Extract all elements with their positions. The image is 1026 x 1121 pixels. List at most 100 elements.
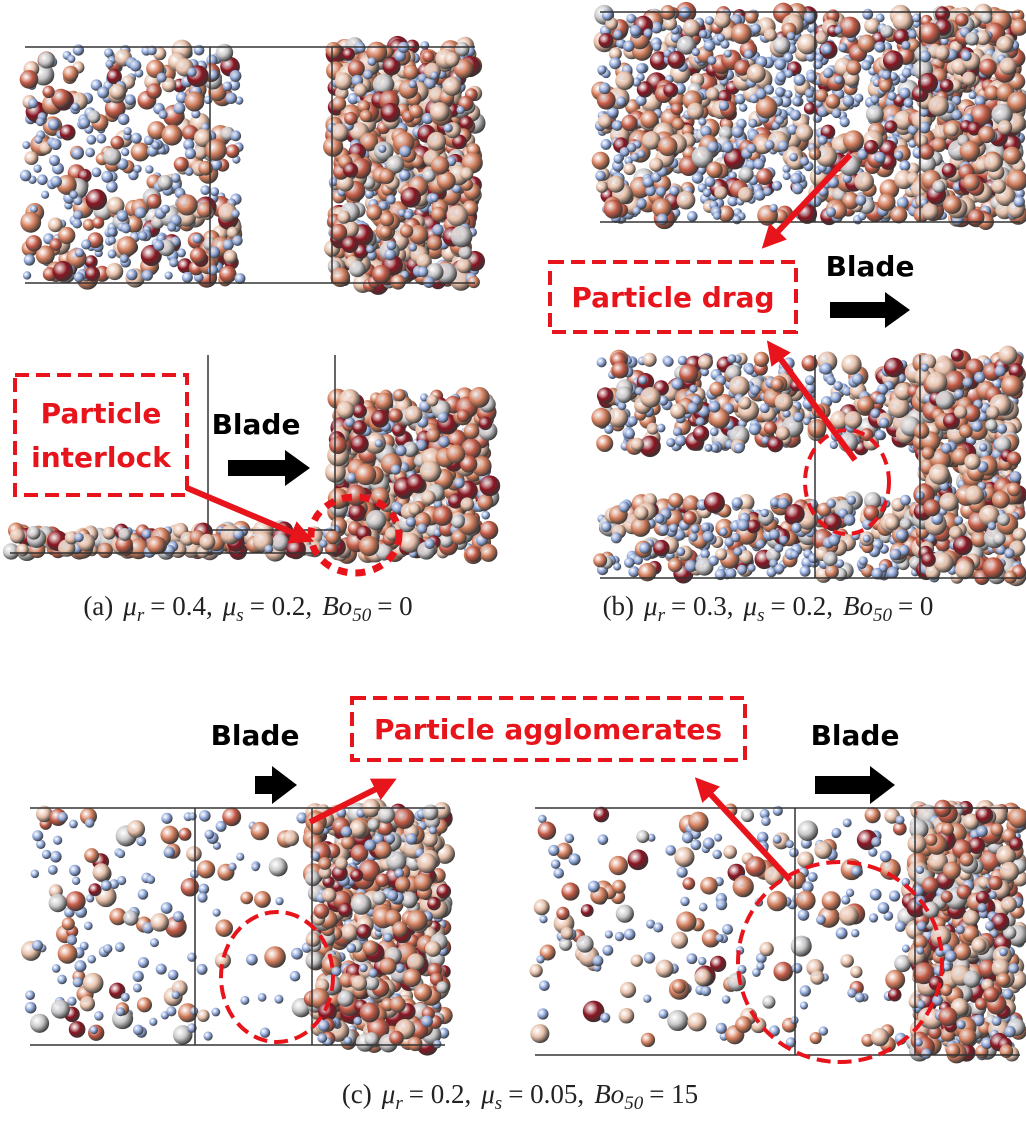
- particle: [157, 175, 172, 190]
- particle: [116, 1007, 125, 1016]
- particle: [381, 103, 401, 123]
- particle: [71, 103, 79, 111]
- particle: [446, 444, 465, 463]
- particle: [197, 860, 215, 878]
- particle: [778, 140, 789, 151]
- particle: [74, 533, 84, 543]
- particle: [843, 95, 855, 107]
- particle: [787, 32, 795, 40]
- particle: [404, 211, 413, 220]
- particle: [108, 250, 117, 259]
- particle: [337, 990, 353, 1006]
- particle: [117, 876, 126, 885]
- particle: [380, 212, 394, 226]
- particle: [615, 71, 634, 90]
- particle: [619, 501, 630, 512]
- particle: [421, 490, 435, 504]
- particle: [672, 118, 684, 130]
- particle: [593, 553, 607, 567]
- particle: [775, 393, 793, 411]
- particle: [152, 141, 160, 149]
- particle: [960, 141, 980, 161]
- particle: [103, 527, 116, 540]
- particle: [50, 851, 62, 863]
- particle: [1007, 482, 1021, 496]
- particle: [992, 491, 1010, 509]
- particle: [172, 991, 180, 999]
- particle: [481, 511, 490, 520]
- particle: [691, 524, 700, 533]
- particle: [961, 51, 972, 62]
- particle: [859, 556, 868, 565]
- particle: [923, 499, 940, 516]
- particle: [714, 186, 727, 199]
- particle: [687, 103, 704, 120]
- particle: [747, 64, 766, 83]
- particle: [166, 1006, 176, 1016]
- particle: [900, 495, 911, 506]
- particle: [791, 523, 801, 533]
- particle: [342, 48, 355, 61]
- particle: [826, 499, 836, 509]
- particle: [639, 376, 648, 385]
- particle: [379, 226, 392, 239]
- particle: [426, 428, 440, 442]
- particle: [878, 193, 896, 211]
- particle: [861, 60, 871, 70]
- particle: [136, 836, 146, 846]
- particle: [127, 820, 145, 838]
- particle: [643, 353, 657, 367]
- particle: [687, 403, 698, 414]
- particle: [904, 98, 914, 108]
- particle: [131, 133, 142, 144]
- particle: [456, 258, 472, 274]
- particle: [200, 185, 210, 195]
- particle: [883, 50, 903, 70]
- particle: [704, 40, 716, 52]
- particle: [604, 200, 623, 219]
- particle: [407, 953, 425, 971]
- particle: [146, 83, 162, 99]
- particle: [184, 92, 204, 112]
- particle: [760, 403, 770, 413]
- particle: [118, 114, 130, 126]
- particle: [979, 505, 1000, 526]
- particle: [418, 267, 429, 278]
- particle: [939, 493, 958, 512]
- particle: [825, 565, 839, 579]
- particle: [750, 385, 760, 395]
- particle: [101, 171, 113, 183]
- particle: [204, 96, 213, 105]
- particle: [858, 34, 876, 52]
- particle: [733, 547, 742, 556]
- particle: [731, 533, 740, 542]
- particle: [704, 444, 712, 452]
- particle: [395, 963, 405, 973]
- particle: [592, 152, 610, 170]
- particle: [48, 119, 60, 131]
- particle: [400, 224, 413, 237]
- particle: [35, 136, 43, 144]
- particle: [330, 267, 350, 287]
- particle: [58, 812, 68, 822]
- particle: [405, 406, 423, 424]
- particle: [374, 841, 391, 858]
- particle: [24, 151, 38, 165]
- particle: [683, 19, 700, 36]
- particle: [305, 870, 321, 886]
- particle-images: [3, 2, 1026, 1063]
- particle: [444, 52, 459, 67]
- particle: [343, 163, 358, 178]
- particle: [634, 506, 648, 520]
- particle: [222, 81, 232, 91]
- particle: [875, 395, 885, 405]
- particle: [631, 438, 644, 451]
- particle: [69, 191, 77, 199]
- particle: [451, 226, 473, 248]
- particle: [161, 205, 170, 214]
- particle: [980, 12, 992, 24]
- particle: [168, 970, 179, 981]
- particle: [254, 891, 271, 908]
- particle: [190, 1007, 198, 1015]
- particle: [770, 204, 778, 212]
